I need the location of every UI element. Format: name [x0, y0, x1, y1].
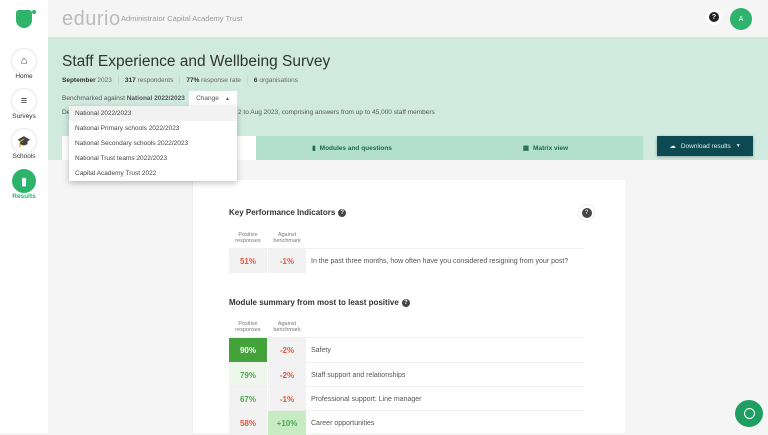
- grid-icon: ▦: [522, 145, 530, 152]
- bar-chart-icon: ▮: [312, 145, 316, 152]
- positive-value: 58%: [229, 411, 267, 435]
- table-row[interactable]: 67% -1% Professional support: Line manag…: [229, 386, 584, 411]
- table-row[interactable]: 58% +10% Career opportunities: [229, 410, 584, 435]
- description-end: 2 to Aug 2023, comprising answers from u…: [238, 109, 435, 116]
- benchmark-value: +10%: [268, 411, 306, 435]
- question-icon[interactable]: ?: [401, 298, 410, 307]
- positive-value: 79%: [229, 363, 267, 387]
- table-row[interactable]: 79% -2% Staff support and relationships: [229, 362, 584, 387]
- col-header-benchmark: Against benchmark: [273, 232, 301, 244]
- benchmark-value: -2%: [268, 363, 306, 387]
- benchmark-value: -1%: [268, 249, 306, 273]
- kpi-heading: Key Performance Indicators?: [229, 208, 347, 217]
- module-heading: Module summary from most to least positi…: [229, 298, 410, 307]
- meta-orgs: 6: [253, 77, 258, 84]
- benchmark-value: -1%: [268, 387, 306, 411]
- tab-label: Modules and questions: [319, 144, 392, 152]
- meta-rate-label: response rate: [201, 77, 241, 84]
- benchmark-label: Benchmarked against National 2022/2023: [62, 95, 185, 102]
- brand-logo: edurio: [62, 8, 121, 30]
- top-bar: [48, 0, 768, 37]
- change-benchmark-button[interactable]: Change ▲: [189, 91, 237, 106]
- tab-label: Matrix view: [533, 144, 569, 152]
- tab-matrix-view[interactable]: ▦ Matrix view: [448, 136, 643, 160]
- organisation-name: Administrator Capital Academy Trust: [121, 14, 243, 23]
- sidebar-item-schools[interactable]: Schools: [12, 153, 36, 160]
- question-icon: ?: [709, 12, 719, 22]
- row-label: Career opportunities: [311, 419, 375, 427]
- bar-chart-icon[interactable]: ▮: [12, 169, 36, 193]
- col-header-benchmark: Against benchmark: [273, 321, 301, 333]
- table-row[interactable]: 90% -2% Safety: [229, 337, 584, 362]
- meta-rate: 77%: [186, 77, 200, 84]
- meta-orgs-label: organisations: [259, 77, 299, 84]
- dropdown-option[interactable]: Capital Academy Trust 2022: [75, 170, 157, 177]
- benchmark-dropdown: National 2022/2023 National Primary scho…: [69, 106, 237, 181]
- benchmark-value: -2%: [268, 338, 306, 362]
- meta-respondents-label: respondents: [137, 77, 174, 84]
- dropdown-option[interactable]: National Secondary schools 2022/2023: [75, 140, 189, 147]
- edurio-logo-icon[interactable]: [16, 10, 36, 28]
- question-icon: ?: [581, 207, 592, 218]
- page-title: Staff Experience and Wellbeing Survey: [62, 53, 331, 70]
- benchmark-value: National 2022/2023: [126, 95, 185, 102]
- help-button[interactable]: ?: [706, 9, 722, 25]
- download-label: Download results: [680, 142, 731, 150]
- module-title: Module summary from most to least positi…: [229, 298, 399, 307]
- home-icon[interactable]: ⌂: [12, 49, 36, 73]
- left-panel: [62, 160, 193, 433]
- caret-up-icon: ▲: [224, 95, 230, 102]
- positive-value: 90%: [229, 338, 267, 362]
- tab-modules-and-questions[interactable]: ▮ Modules and questions: [256, 136, 448, 160]
- dropdown-option[interactable]: National Primary schools 2022/2023: [75, 125, 180, 132]
- kpi-title: Key Performance Indicators: [229, 208, 336, 217]
- row-label: Staff support and relationships: [311, 371, 406, 379]
- description-start: De: [62, 109, 71, 116]
- avatar[interactable]: A: [730, 8, 752, 30]
- dropdown-option[interactable]: National Trust teams 2022/2023: [75, 155, 168, 162]
- help-button[interactable]: ?: [578, 204, 595, 221]
- benchmark-prefix: Benchmarked against: [62, 95, 125, 102]
- col-header-positive: Positive responses: [235, 321, 261, 333]
- sidebar-item-home[interactable]: Home: [15, 73, 33, 80]
- positive-value: 51%: [229, 249, 267, 273]
- positive-value: 67%: [229, 387, 267, 411]
- chat-icon: [743, 408, 755, 419]
- graduation-cap-icon[interactable]: 🎓: [12, 129, 36, 153]
- chat-button[interactable]: [735, 400, 763, 427]
- change-label: Change: [196, 95, 219, 102]
- cloud-download-icon: ☁: [669, 143, 676, 150]
- meta-year: 2023: [97, 77, 112, 84]
- row-label: Professional support: Line manager: [311, 395, 422, 403]
- question-icon[interactable]: ?: [338, 208, 347, 217]
- sidebar: ⌂ Home ≡ Surveys 🎓 Schools ▮ Results: [0, 0, 48, 433]
- survey-meta: September 2023 317 respondents 77% respo…: [62, 75, 299, 85]
- row-label: In the past three months, how often have…: [311, 257, 569, 265]
- results-card: Key Performance Indicators? ? Positive r…: [193, 180, 625, 435]
- dropdown-option[interactable]: National 2022/2023: [69, 106, 237, 121]
- download-results-button[interactable]: ☁ Download results ▼: [657, 136, 753, 156]
- sidebar-item-surveys[interactable]: Surveys: [12, 113, 36, 120]
- sidebar-item-results[interactable]: Results: [12, 193, 36, 200]
- row-label: Safety: [311, 346, 331, 354]
- chevron-down-icon: ▼: [735, 143, 741, 149]
- col-header-positive: Positive responses: [235, 232, 261, 244]
- meta-respondents: 317: [124, 77, 136, 84]
- checklist-icon[interactable]: ≡: [12, 89, 36, 113]
- meta-month: September: [62, 77, 96, 84]
- table-row[interactable]: 51% -1% In the past three months, how of…: [229, 248, 584, 273]
